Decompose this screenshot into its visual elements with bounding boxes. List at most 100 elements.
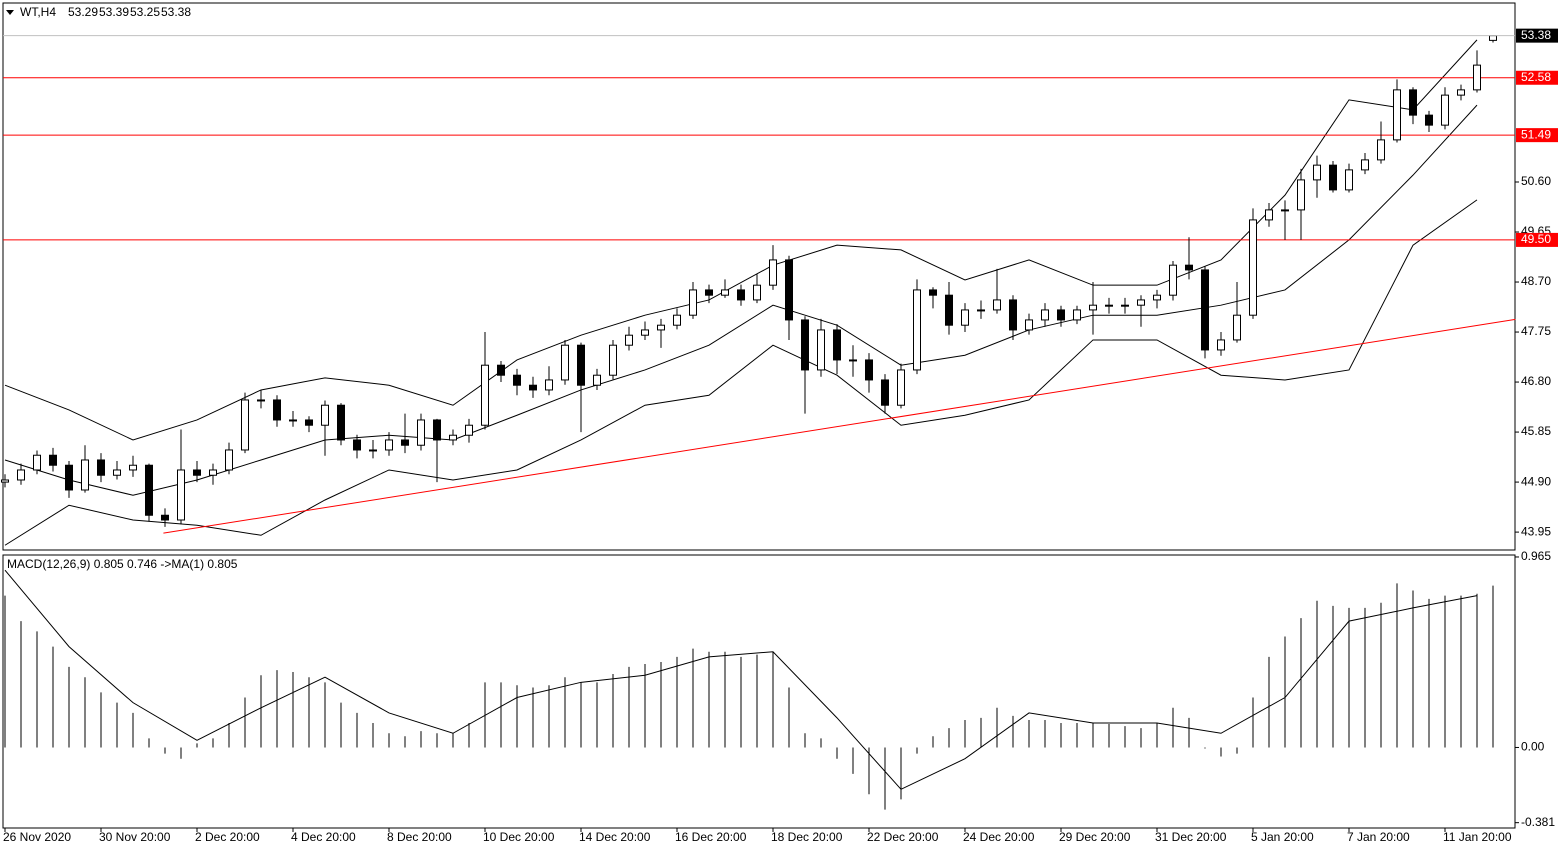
candle-body <box>1441 94 1449 126</box>
candle-body <box>1185 264 1193 271</box>
candle-body <box>1121 304 1129 307</box>
candle-body <box>1057 309 1065 321</box>
x-tick-label: 2 Dec 20:00 <box>195 830 260 844</box>
candle-body <box>881 379 889 406</box>
candle-body <box>1041 309 1049 321</box>
candle-body <box>609 344 617 376</box>
candle-body <box>1233 314 1241 341</box>
trendline <box>163 318 1516 534</box>
x-tick-label: 30 Nov 20:00 <box>99 830 171 844</box>
candle-body <box>801 319 809 371</box>
candle-body <box>161 514 169 521</box>
price-panel <box>2 2 1516 551</box>
y-tick-label: 43.95 <box>1521 524 1551 538</box>
candle-body <box>257 399 265 402</box>
candle-body <box>97 459 105 476</box>
x-tick-label: 16 Dec 20:00 <box>675 830 747 844</box>
candle-body <box>17 469 25 481</box>
header-high: 53.39 <box>99 5 129 19</box>
candle-body <box>1 479 9 483</box>
candle-body <box>1361 159 1369 171</box>
candle-body <box>305 419 313 426</box>
candle-body <box>193 469 201 476</box>
candle-body <box>273 399 281 421</box>
candle-body <box>177 469 185 521</box>
candle-body <box>993 299 1001 311</box>
header-open: 53.29 <box>68 5 98 19</box>
candle-body <box>481 364 489 426</box>
candle-body <box>145 464 153 516</box>
header-close: 53.38 <box>161 5 191 19</box>
x-tick-label: 26 Nov 2020 <box>3 830 71 844</box>
x-tick-label: 18 Dec 20:00 <box>771 830 843 844</box>
header-low: 53.25 <box>130 5 160 19</box>
candle-body <box>865 359 873 381</box>
candle-body <box>593 374 601 386</box>
candle-body <box>1089 304 1097 311</box>
y-tick-label: 47.75 <box>1521 324 1551 338</box>
candle-body <box>1217 339 1225 351</box>
candle-body <box>1329 164 1337 191</box>
x-tick-label: 4 Dec 20:00 <box>291 830 356 844</box>
candle-body <box>641 329 649 336</box>
candle-body <box>337 404 345 441</box>
candle-body <box>673 314 681 326</box>
candle-body <box>321 404 329 426</box>
candle-body <box>897 369 905 406</box>
candle-body <box>417 419 425 446</box>
candle-body <box>1153 294 1161 301</box>
candle-body <box>129 464 137 471</box>
candle-body <box>913 289 921 371</box>
candle-body <box>529 384 537 391</box>
candle-body <box>769 259 777 286</box>
candle-body <box>1393 89 1401 141</box>
y-tick-label: 50.60 <box>1521 174 1551 188</box>
level-label: 49.50 <box>1521 232 1551 246</box>
candle-body <box>1137 299 1145 306</box>
y-tick-label: -0.381 <box>1521 815 1555 829</box>
candle-body <box>433 419 441 441</box>
candle-body <box>369 449 377 452</box>
bollinger-middle <box>4 104 1478 496</box>
candle-body <box>737 289 745 301</box>
x-tick-label: 8 Dec 20:00 <box>387 830 452 844</box>
candle-body <box>465 424 473 436</box>
menu-triangle[interactable] <box>6 10 14 15</box>
bollinger-lower <box>4 199 1478 546</box>
candle-body <box>449 434 457 441</box>
candle-body <box>65 464 73 491</box>
y-tick-label: 45.85 <box>1521 424 1551 438</box>
candle-body <box>1313 164 1321 181</box>
candle-body <box>33 454 41 471</box>
candle-body <box>1201 269 1209 351</box>
candle-body <box>689 289 697 316</box>
candle-body <box>225 449 233 471</box>
candle-body <box>209 469 217 476</box>
candle-body <box>1073 309 1081 321</box>
candle-body <box>545 379 553 391</box>
candle-body <box>721 289 729 296</box>
bollinger-upper <box>4 39 1478 441</box>
candle-body <box>657 324 665 331</box>
candle-body <box>113 469 121 476</box>
x-tick-label: 7 Jan 20:00 <box>1347 830 1410 844</box>
candle-body <box>1425 114 1433 126</box>
candle-body <box>753 284 761 301</box>
level-label: 51.49 <box>1521 127 1551 141</box>
candle-body <box>1297 179 1305 211</box>
x-tick-label: 22 Dec 20:00 <box>867 830 939 844</box>
candle-body <box>817 329 825 371</box>
y-tick-label: 44.90 <box>1521 474 1551 488</box>
candle-body <box>961 309 969 326</box>
level-label-box <box>1516 70 1558 85</box>
candle-body <box>1265 209 1273 221</box>
x-tick-label: 31 Dec 20:00 <box>1155 830 1227 844</box>
candle-body <box>81 459 89 491</box>
candle-body <box>625 334 633 346</box>
level-label-box <box>1516 232 1558 247</box>
x-tick-label: 29 Dec 20:00 <box>1059 830 1131 844</box>
macd-title: MACD(12,26,9) 0.805 0.746 ->MA(1) 0.805 <box>7 557 238 571</box>
x-tick-label: 14 Dec 20:00 <box>579 830 651 844</box>
